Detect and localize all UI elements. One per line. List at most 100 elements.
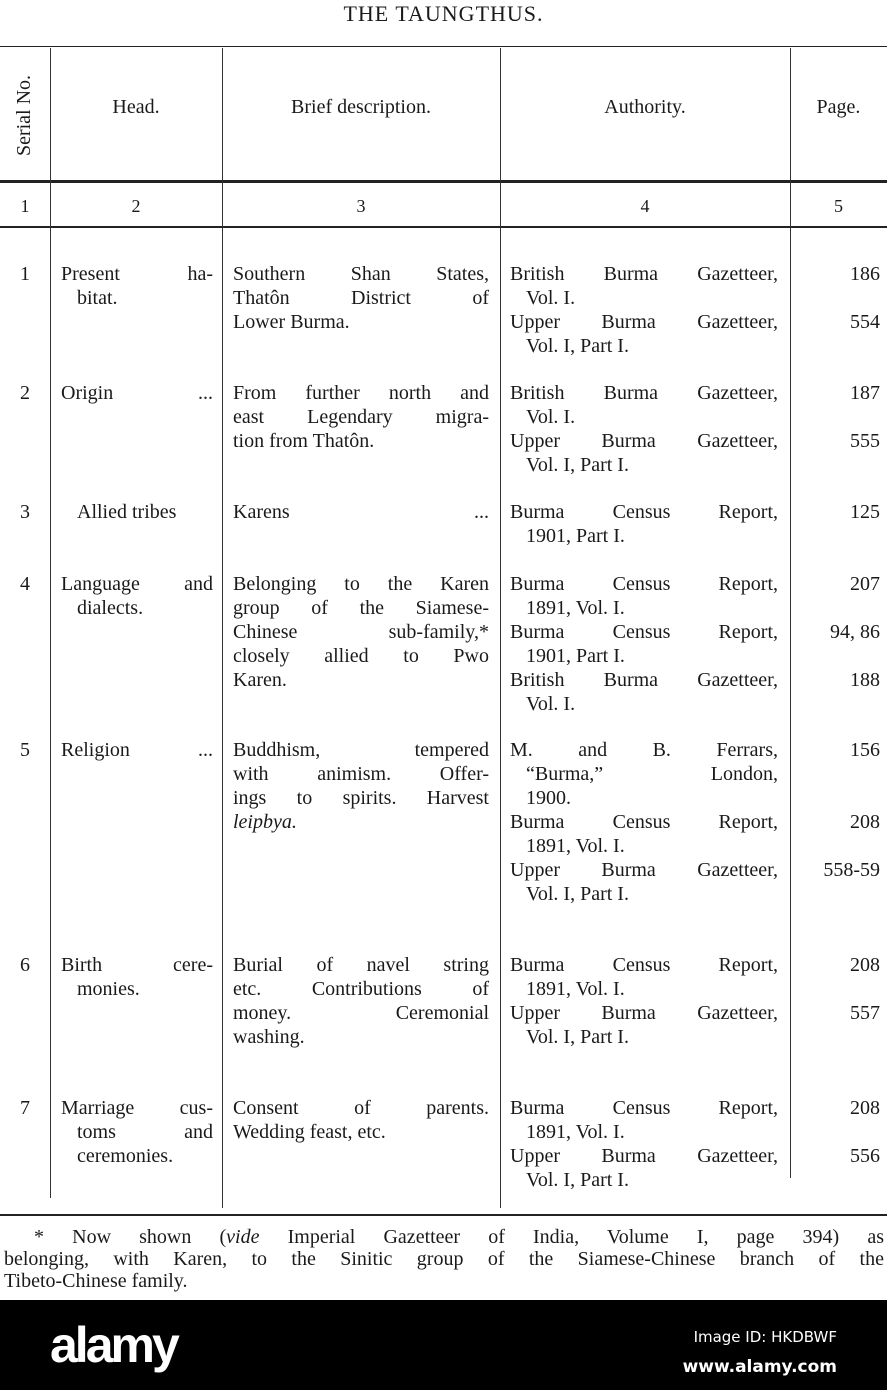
authority-line: 1891, Vol. I. (526, 978, 625, 1000)
description-line: Consent of parents. (233, 1097, 489, 1119)
authority-entry: Upper Burma Gazetteer, Vol. I, Part I. 556 (510, 1144, 880, 1192)
head-cell: Allied tribes (61, 500, 213, 524)
authority-line: Vol. I, Part I. (526, 335, 629, 357)
authority-line: Vol. I, Part I. (526, 454, 629, 476)
page-number: 554 (850, 311, 880, 333)
authority-line: 1891, Vol. I. (526, 835, 625, 857)
authority-line: Burma Census Report, (510, 573, 778, 595)
authority-text: Upper Burma Gazetteer, Vol. I, Part I. (510, 1001, 778, 1049)
description-cell: Consent of parents. Wedding feast, etc. (233, 1096, 489, 1144)
authority-cell: M. and B. Ferrars, “Burma,” London, 1900. 1… (510, 738, 880, 906)
image-id-block: Image ID: HKDBWF www.alamy.com (683, 1322, 837, 1382)
authority-line: Vol. I, Part I. (526, 1169, 629, 1191)
head-cell: Present ha-bitat. (61, 262, 213, 310)
head-line: Allied tribes (77, 501, 177, 523)
head-line: Religion ... (61, 739, 213, 761)
authority-line: 1901, Part I. (526, 525, 625, 547)
authority-entry: Burma Census Report, 1891, Vol. I. 208 (510, 953, 880, 1001)
authority-entry: Burma Census Report, 1901, Part I. 125 (510, 500, 880, 548)
head-line: toms and (77, 1121, 213, 1143)
authority-line: Burma Census Report, (510, 1097, 778, 1119)
head-cell: Birth cere-monies. (61, 953, 213, 1001)
authority-entry: British Burma Gazetteer, Vol. I. 186 (510, 262, 880, 310)
header-serial-no: Serial No. (13, 74, 35, 157)
watermark-banner: alamy Image ID: HKDBWF www.alamy.com (0, 1300, 887, 1390)
serial-number: 5 (20, 739, 30, 761)
description-line: closely allied to Pwo (233, 645, 489, 667)
header-head: Head. (112, 96, 160, 118)
authority-line: British Burma Gazetteer, (510, 382, 778, 404)
authority-line: “Burma,” London, (526, 763, 778, 785)
authority-text: British Burma Gazetteer, Vol. I. (510, 262, 778, 310)
authority-text: Upper Burma Gazetteer, Vol. I, Part I. (510, 429, 778, 477)
column-number: 3 (356, 196, 366, 216)
authority-line: Upper Burma Gazetteer, (510, 1145, 778, 1167)
footnote-italic: vide (226, 1226, 260, 1248)
alamy-logo: alamy (50, 1317, 180, 1373)
page-number: 208 (850, 1097, 880, 1119)
description-line: Karens ... (233, 501, 489, 523)
description-line: etc. Contributions of (233, 978, 489, 1000)
head-line: Birth cere- (61, 954, 213, 976)
authority-text: Upper Burma Gazetteer, Vol. I, Part I. (510, 858, 778, 906)
page-number: 187 (850, 382, 880, 404)
image-id: Image ID: HKDBWF (693, 1328, 837, 1346)
column-divider (50, 48, 51, 1198)
authority-text: Burma Census Report, 1891, Vol. I. (510, 810, 778, 858)
serial-number: 1 (20, 263, 30, 285)
authority-line: 1891, Vol. I. (526, 1121, 625, 1143)
description-line: with animism. Offer- (233, 763, 489, 785)
authority-text: Burma Census Report, 1901, Part I. (510, 500, 778, 548)
page-number: 557 (850, 1002, 880, 1024)
serial-number: 2 (20, 382, 30, 404)
authority-text: Burma Census Report, 1891, Vol. I. (510, 953, 778, 1001)
head-line: ceremonies. (77, 1145, 174, 1167)
page-number: 556 (850, 1145, 880, 1167)
top-rule (0, 46, 887, 47)
authority-line: 1900. (526, 787, 571, 809)
authority-text: British Burma Gazetteer, Vol. I. (510, 381, 778, 429)
authority-line: Upper Burma Gazetteer, (510, 859, 778, 881)
authority-text: British Burma Gazetteer, Vol. I. (510, 668, 778, 716)
column-number: 5 (834, 196, 843, 216)
description-cell: Belonging to the Karen group of the Siame… (233, 572, 489, 692)
footnote-text: * Now shown ( (34, 1226, 227, 1248)
authority-line: Vol. I. (526, 287, 576, 309)
description-line: Burial of navel string (233, 954, 489, 976)
authority-entry: Burma Census Report, 1891, Vol. I. 208 (510, 810, 880, 858)
footnote-line: * Now shown (vide Imperial Gazetteer of … (4, 1226, 884, 1248)
authority-line: Vol. I, Part I. (526, 1026, 629, 1048)
head-line: Language and (61, 573, 213, 595)
authority-entry: Upper Burma Gazetteer, Vol. I, Part I. 558… (510, 858, 880, 906)
page-number: 186 (850, 263, 880, 285)
column-number: 1 (20, 196, 30, 216)
serial-number: 6 (20, 954, 30, 976)
head-cell: Marriage cus-toms and ceremonies. (61, 1096, 213, 1168)
description-line: Chinese sub-family,* (233, 621, 489, 643)
description-cell: Burial of navel string etc. Contributions… (233, 953, 489, 1049)
authority-line: Burma Census Report, (510, 501, 778, 523)
head-line: monies. (77, 978, 140, 1000)
description-line: Lower Burma. (233, 311, 350, 333)
column-number-rule (0, 226, 887, 228)
description-line: east Legendary migra- (233, 406, 489, 428)
column-divider (222, 48, 223, 1208)
authority-cell: Burma Census Report, 1891, Vol. I. 208 Uppe… (510, 1096, 880, 1192)
page-number: 555 (850, 430, 880, 452)
description-line: Belonging to the Karen (233, 573, 489, 595)
authority-line: Vol. I, Part I. (526, 883, 629, 905)
page-number: 94, 86 (830, 621, 880, 643)
authority-entry: British Burma Gazetteer, Vol. I. 187 (510, 381, 880, 429)
bottom-rule (0, 1214, 887, 1216)
page-number: 208 (850, 811, 880, 833)
authority-line: British Burma Gazetteer, (510, 669, 778, 691)
authority-cell: Burma Census Report, 1891, Vol. I. 208 Uppe… (510, 953, 880, 1049)
head-cell: Religion ... (61, 738, 213, 762)
description-line: From further north and (233, 382, 489, 404)
page-number: 208 (850, 954, 880, 976)
authority-line: 1901, Part I. (526, 645, 625, 667)
column-divider (500, 48, 501, 1208)
page-number: 207 (850, 573, 880, 595)
authority-line: Vol. I. (526, 693, 576, 715)
description-cell: Southern Shan States, Thatôn District of L… (233, 262, 489, 334)
